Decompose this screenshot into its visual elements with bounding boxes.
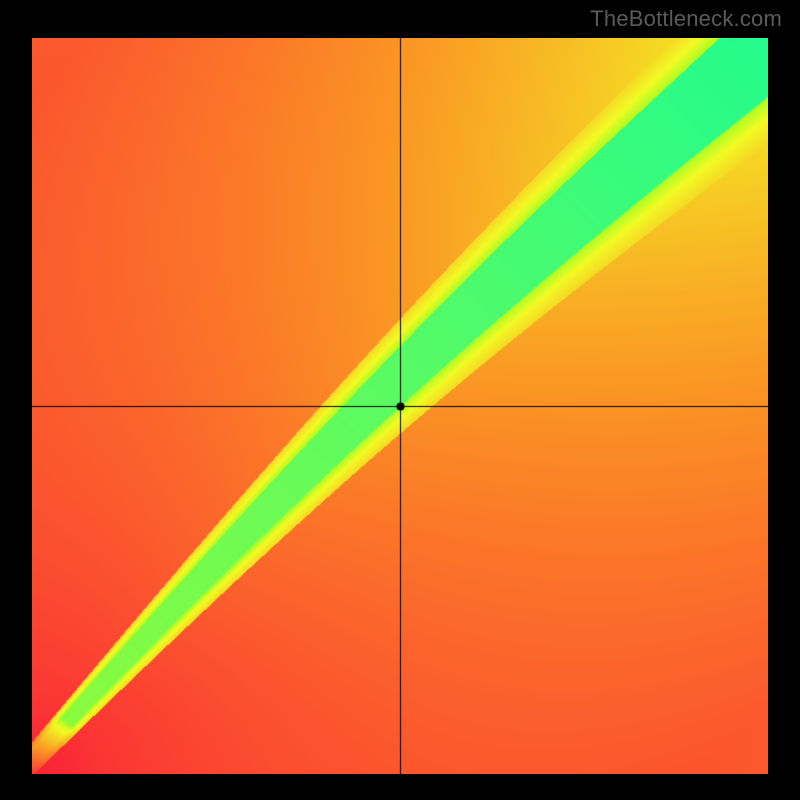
watermark-text: TheBottleneck.com xyxy=(590,6,782,32)
bottleneck-heatmap xyxy=(32,38,768,774)
outer-frame: TheBottleneck.com xyxy=(0,0,800,800)
plot-container xyxy=(32,38,768,774)
